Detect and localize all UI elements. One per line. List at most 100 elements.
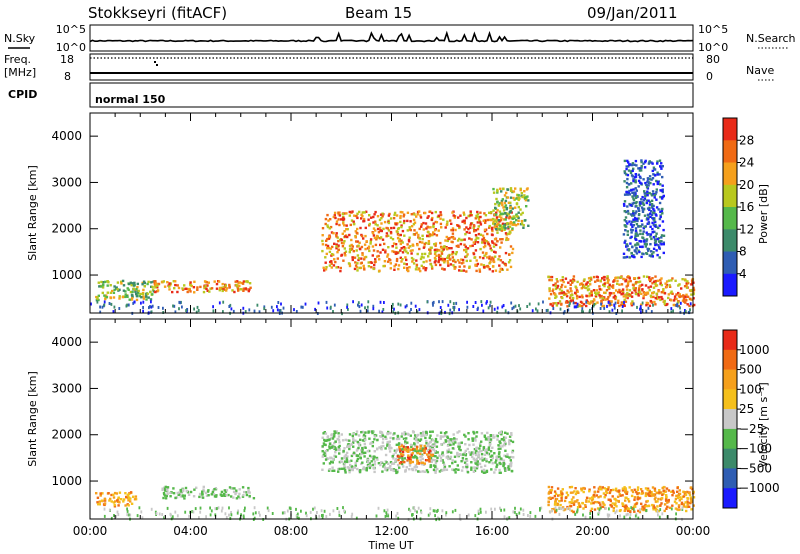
- velocity-echo-cell: [499, 431, 502, 434]
- velocity-echo-cell: [416, 441, 419, 444]
- power-echo-cell: [449, 263, 453, 266]
- velocity-echo-cell: [343, 464, 346, 467]
- velocity-echo-cell: [419, 456, 422, 459]
- power-echo-cell: [663, 292, 667, 295]
- velocity-echo-cell: [356, 440, 359, 444]
- power-echo-cell: [415, 265, 418, 268]
- power-ground-scatter: [408, 310, 411, 314]
- velocity-ground-scatter: [474, 514, 477, 518]
- power-echo-cell: [431, 216, 434, 220]
- power-echo-cell: [560, 302, 563, 306]
- velocity-echo-cell: [329, 437, 333, 440]
- velocity-ground-scatter: [434, 514, 436, 518]
- power-echo-cell: [649, 225, 652, 228]
- power-echo-cell: [505, 216, 508, 219]
- velocity-ytick-label: 2000: [51, 428, 82, 442]
- power-echo-cell: [499, 238, 502, 241]
- power-echo-cell: [650, 255, 653, 258]
- velocity-ground-scatter: [350, 515, 353, 518]
- power-echo-cell: [387, 229, 391, 232]
- power-echo-cell: [685, 299, 688, 302]
- power-echo-cell: [497, 204, 501, 207]
- power-ground-scatter: [588, 310, 591, 314]
- velocity-ground-scatter: [417, 506, 420, 510]
- power-echo-cell: [136, 286, 139, 289]
- power-echo-cell: [106, 291, 109, 294]
- velocity-echo-cell: [427, 455, 430, 459]
- power-echo-cell: [415, 259, 418, 262]
- velocity-echo-cell: [488, 461, 491, 464]
- velocity-echo-cell: [654, 508, 658, 511]
- velocity-echo-cell: [593, 495, 596, 498]
- velocity-echo-cell: [451, 459, 454, 462]
- power-echo-cell: [645, 199, 649, 202]
- velocity-echo-cell: [403, 433, 406, 436]
- velocity-ground-scatter: [554, 506, 557, 510]
- power-echo-cell: [112, 296, 116, 299]
- power-echo-cell: [490, 211, 493, 214]
- velocity-echo-cell: [647, 504, 651, 507]
- velocity-ground-scatter: [296, 516, 299, 520]
- velocity-ground-scatter: [150, 507, 153, 511]
- velocity-echo-cell: [169, 491, 172, 495]
- power-echo-cell: [634, 236, 637, 240]
- velocity-echo-cell: [426, 470, 430, 474]
- velocity-echo-cell: [472, 443, 475, 446]
- power-echo-cell: [576, 290, 579, 293]
- velocity-echo-cell: [664, 498, 668, 501]
- power-ground-scatter: [258, 310, 261, 314]
- power-echo-cell: [647, 216, 650, 219]
- power-echo-cell: [501, 203, 504, 207]
- velocity-echo-cell: [371, 463, 374, 467]
- power-echo-cell: [588, 294, 591, 298]
- power-echo-cell: [511, 217, 514, 220]
- power-echo-cell: [398, 238, 401, 241]
- power-echo-cell: [646, 192, 649, 195]
- power-echo-cell: [499, 267, 502, 270]
- power-echo-cell: [564, 301, 568, 304]
- velocity-echo-cell: [686, 500, 689, 503]
- power-ground-scatter: [279, 309, 282, 312]
- power-echo-cell: [130, 293, 134, 297]
- power-echo-cell: [652, 183, 655, 186]
- velocity-echo-cell: [406, 441, 409, 444]
- power-echo-cell: [627, 293, 631, 296]
- power-echo-cell: [495, 228, 498, 231]
- velocity-echo-cell: [211, 490, 215, 494]
- power-echo-cell: [221, 289, 224, 293]
- power-echo-cell: [647, 218, 650, 221]
- velocity-echo-cell: [385, 461, 388, 464]
- velocity-echo-cell: [447, 450, 450, 454]
- power-echo-cell: [469, 211, 472, 215]
- power-echo-cell: [363, 256, 366, 259]
- power-echo-cell: [507, 238, 510, 241]
- power-echo-cell: [572, 278, 575, 282]
- power-ground-scatter: [197, 309, 200, 312]
- power-echo-cell: [630, 231, 633, 234]
- velocity-echo-cell: [164, 497, 168, 500]
- power-echo-cell: [363, 211, 366, 214]
- power-echo-cell: [524, 219, 527, 222]
- velocity-echo-cell: [382, 444, 385, 448]
- velocity-ground-scatter: [634, 514, 637, 518]
- power-echo-cell: [647, 249, 650, 252]
- power-ground-scatter: [511, 307, 514, 311]
- velocity-ground-scatter: [286, 509, 289, 513]
- velocity-echo-cell: [398, 466, 401, 469]
- velocity-echo-cell: [356, 467, 359, 471]
- velocity-echo-cell: [220, 494, 223, 497]
- power-echo-cell: [638, 287, 641, 290]
- velocity-echo-cell: [362, 435, 365, 438]
- velocity-echo-cell: [485, 448, 488, 451]
- power-echo-cell: [181, 287, 184, 290]
- nave-tick-bottom: 0: [706, 70, 713, 83]
- velocity-echo-cell: [396, 469, 399, 472]
- velocity-echo-cell: [671, 494, 674, 497]
- power-echo-cell: [644, 159, 647, 163]
- power-echo-cell: [441, 258, 445, 261]
- power-echo-cell: [400, 239, 403, 242]
- power-ground-scatter: [572, 301, 575, 305]
- velocity-echo-cell: [593, 500, 597, 504]
- power-echo-cell: [660, 209, 664, 213]
- velocity-echo-cell: [352, 439, 355, 442]
